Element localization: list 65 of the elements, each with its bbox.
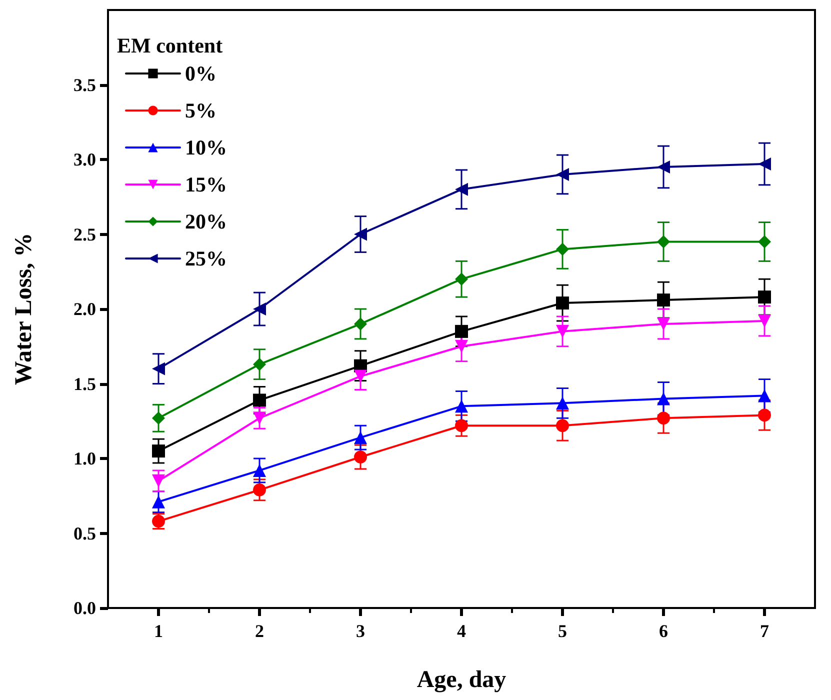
x-tick-label: 1	[154, 621, 163, 641]
point	[152, 514, 165, 528]
point	[758, 408, 771, 422]
point	[354, 317, 367, 330]
point	[556, 324, 569, 338]
point	[657, 160, 670, 174]
x-tick-label: 4	[457, 621, 466, 641]
point	[152, 412, 165, 425]
point	[455, 340, 468, 353]
point	[455, 182, 468, 196]
x-axis-title: Age, day	[416, 667, 506, 693]
point	[556, 242, 569, 256]
point	[455, 400, 468, 413]
point	[354, 450, 367, 464]
point	[152, 495, 165, 508]
x-tick-label: 7	[760, 621, 769, 641]
point	[758, 235, 771, 248]
y-tick-label: 3.0	[74, 150, 96, 170]
point	[253, 412, 266, 425]
x-tick-label: 3	[356, 621, 365, 641]
legend-label: 0%	[185, 62, 216, 86]
y-tick-label: 0.5	[74, 523, 96, 544]
point	[253, 483, 266, 496]
point	[657, 235, 670, 248]
point	[253, 302, 266, 316]
point	[556, 419, 569, 432]
point	[253, 394, 266, 407]
point	[455, 419, 468, 432]
y-tick-label: 1.5	[74, 374, 96, 394]
x-tick-label: 2	[255, 621, 264, 641]
point	[354, 431, 367, 444]
point	[758, 314, 771, 328]
point	[152, 362, 165, 376]
y-tick-label: 1.0	[74, 448, 96, 468]
legend-label: 25%	[185, 246, 227, 270]
point	[354, 228, 367, 241]
legend-label: 15%	[185, 172, 227, 196]
point	[556, 168, 569, 181]
point	[758, 290, 771, 304]
y-tick-label: 0.0	[74, 598, 96, 618]
point	[455, 272, 468, 286]
y-tick-label: 2.5	[74, 224, 96, 244]
y-tick-label: 3.5	[74, 74, 96, 95]
point	[455, 324, 468, 338]
point	[556, 296, 569, 310]
point	[253, 464, 266, 477]
point	[253, 358, 266, 371]
legend-label: 5%	[185, 98, 216, 122]
y-axis-title: Water Loss, %	[11, 232, 37, 386]
point	[152, 444, 165, 458]
point	[354, 370, 367, 383]
point	[657, 392, 670, 406]
point	[758, 389, 771, 402]
x-tick-label: 5	[558, 621, 567, 641]
legend-label: 10%	[185, 136, 227, 160]
point	[657, 317, 670, 330]
point	[556, 396, 569, 410]
point	[152, 474, 165, 488]
y-tick-label: 2.0	[74, 299, 96, 319]
point	[657, 294, 670, 307]
point	[758, 157, 771, 170]
legend-title: EM content	[117, 34, 223, 58]
legend-label: 20%	[185, 210, 227, 234]
x-tick-label: 6	[659, 621, 668, 641]
point	[657, 412, 670, 425]
